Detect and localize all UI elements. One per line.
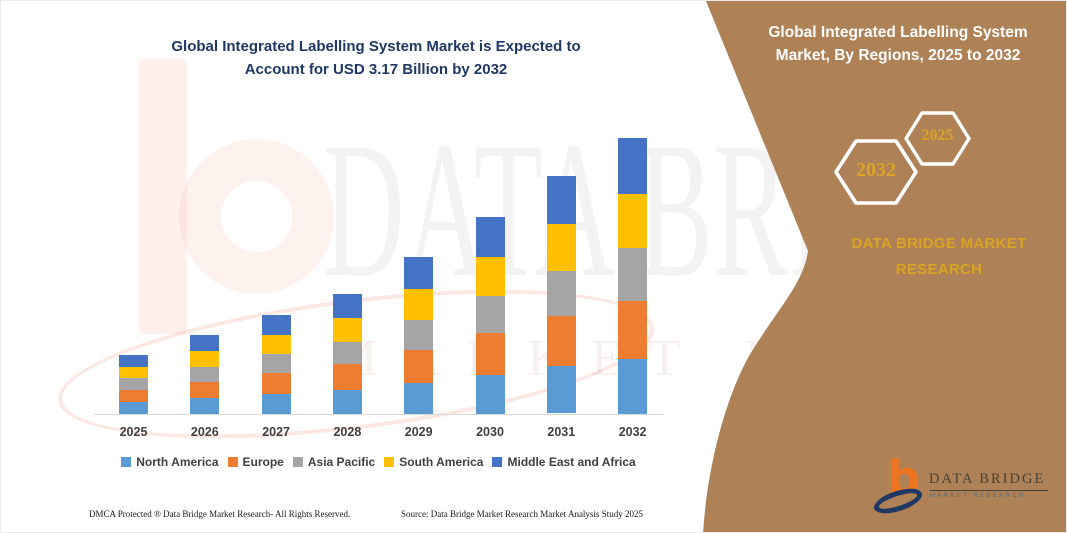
bar-segment-2032-south-america (618, 193, 648, 249)
x-axis-label-2030: 2030 (476, 425, 504, 439)
hexagon-2025: 2025 (904, 111, 971, 166)
logo-underline (930, 490, 1048, 491)
legend-label-asia-pacific: Asia Pacific (307, 455, 376, 469)
bar-segment-2025-europe (119, 389, 148, 402)
bar-segment-2026-south-america (190, 351, 220, 368)
bar-segment-2029-asia-pacific (404, 320, 434, 350)
legend-item-south-america: South America (384, 455, 483, 469)
legend-swatch-asia-pacific (292, 457, 303, 467)
side-panel-title-line1: Global Integrated Labelling System (768, 24, 1028, 41)
hexagon-2032: 2032 (834, 139, 918, 205)
x-axis-label-2026: 2026 (190, 425, 219, 439)
bar-segment-2028-middle-east-and-africa (332, 294, 362, 319)
legend-swatch-north-america (121, 457, 132, 467)
legend-item-europe: Europe (227, 455, 284, 469)
side-panel-title: Global Integrated Labelling System Marke… (734, 21, 1062, 68)
bar-segment-2027-middle-east-and-africa (261, 315, 291, 335)
x-axis-line (94, 414, 664, 415)
bar-segment-2030-asia-pacific (475, 295, 505, 334)
bar-segment-2025-north-america (119, 401, 148, 415)
bar-segment-2027-north-america (261, 394, 291, 414)
hex-year-2025-label: 2025 (921, 127, 954, 144)
bar-column-2026 (190, 335, 220, 414)
bar-segment-2026-middle-east-and-africa (190, 335, 220, 352)
x-axis-label-2031: 2031 (547, 425, 576, 439)
bar-segment-2026-asia-pacific (190, 367, 220, 382)
logo-b-icon: b (887, 451, 920, 505)
x-axis-label-2029: 2029 (404, 425, 433, 439)
bar-segment-2030-europe (475, 333, 505, 375)
bar-segment-2031-north-america (546, 365, 576, 414)
bar-column-2032 (618, 138, 648, 414)
logo-tagline: MARKET RESEARCH (930, 493, 1026, 499)
brand-text-block: DATA BRIDGE MARKET RESEARCH (807, 231, 1066, 284)
bar-segment-2029-middle-east-and-africa (404, 257, 434, 290)
legend-label-south-america: South America (399, 455, 484, 469)
x-axis-label-2027: 2027 (262, 425, 290, 439)
bar-segment-2025-middle-east-and-africa (119, 355, 148, 368)
legend-item-asia-pacific: Asia Pacific (292, 455, 376, 469)
bar-column-2025 (119, 355, 148, 415)
bar-segment-2026-north-america (190, 398, 220, 414)
bar-segment-2032-asia-pacific (618, 248, 648, 301)
side-panel-title-line2: Market, By Regions, 2025 to 2032 (775, 47, 1021, 65)
logo-wordmark: DATA BRIDGE (929, 471, 1046, 487)
x-axis-label-2028: 2028 (333, 425, 362, 439)
bar-column-2029 (404, 257, 434, 414)
bar-column-2030 (475, 217, 505, 414)
footer-source-text: Source: Data Bridge Market Research Mark… (401, 509, 643, 519)
bar-segment-2031-europe (546, 316, 576, 366)
bar-segment-2025-asia-pacific (119, 378, 148, 390)
bar-segment-2031-middle-east-and-africa (546, 176, 576, 224)
bar-segment-2029-south-america (404, 289, 434, 321)
bar-segment-2025-south-america (119, 367, 148, 379)
bar-segment-2028-europe (332, 364, 362, 390)
bar-column-2028 (332, 294, 362, 415)
legend-label-north-america: North America (136, 455, 219, 469)
bar-segment-2027-europe (261, 373, 291, 394)
bar-column-2031 (546, 176, 576, 414)
legend-label-middle-east-and-africa: Middle East and Africa (507, 455, 636, 469)
x-axis-label-2025: 2025 (119, 425, 148, 439)
bar-segment-2030-south-america (475, 256, 505, 296)
chart-title: Global Integrated Labelling System Marke… (111, 35, 641, 82)
bar-segment-2029-north-america (404, 382, 434, 414)
hex-year-2032-label: 2032 (856, 159, 896, 181)
chart-title-line2: Account for USD 3.17 Billion by 2032 (244, 61, 508, 79)
company-logo: b DATA BRIDGE MARKET RESEARCH (871, 451, 1066, 523)
legend-item-middle-east-and-africa: Middle East and Africa (492, 455, 636, 469)
bar-segment-2026-europe (190, 381, 220, 399)
chart-title-line1: Global Integrated Labelling System Marke… (171, 38, 581, 55)
bar-segment-2029-europe (404, 349, 434, 383)
bar-segment-2028-north-america (332, 389, 362, 415)
legend-swatch-middle-east-and-africa (492, 457, 503, 467)
bar-segment-2027-asia-pacific (261, 354, 291, 374)
bar-segment-2030-middle-east-and-africa (475, 217, 505, 257)
brand-text-line1: DATA BRIDGE MARKET (851, 235, 1027, 252)
bar-segment-2032-middle-east-and-africa (618, 138, 648, 194)
footer-dmca-text: DMCA Protected ® Data Bridge Market Rese… (89, 509, 351, 519)
bar-segment-2028-asia-pacific (332, 341, 362, 365)
bar-segment-2031-asia-pacific (546, 270, 576, 317)
bar-segment-2027-south-america (261, 334, 291, 355)
legend-item-north-america: North America (121, 455, 219, 469)
bar-segment-2032-north-america (618, 358, 648, 414)
hexagon-2032-outline-icon (834, 139, 918, 205)
bar-segment-2030-north-america (475, 374, 505, 414)
legend-label-europe: Europe (242, 455, 284, 469)
legend-swatch-south-america (384, 457, 395, 467)
bar-segment-2031-south-america (546, 223, 576, 271)
chart-legend: North America Europe Asia Pacific South Ame… (86, 455, 671, 469)
side-panel-shape (703, 1, 1066, 532)
bar-segment-2028-south-america (332, 318, 362, 342)
bar-segment-2032-europe (618, 300, 648, 359)
hexagon-2025-outline-icon (904, 111, 971, 166)
brand-text-line2: RESEARCH (895, 261, 983, 279)
x-axis-label-2032: 2032 (618, 425, 647, 439)
legend-swatch-europe (227, 457, 238, 467)
bar-column-2027 (261, 315, 291, 414)
